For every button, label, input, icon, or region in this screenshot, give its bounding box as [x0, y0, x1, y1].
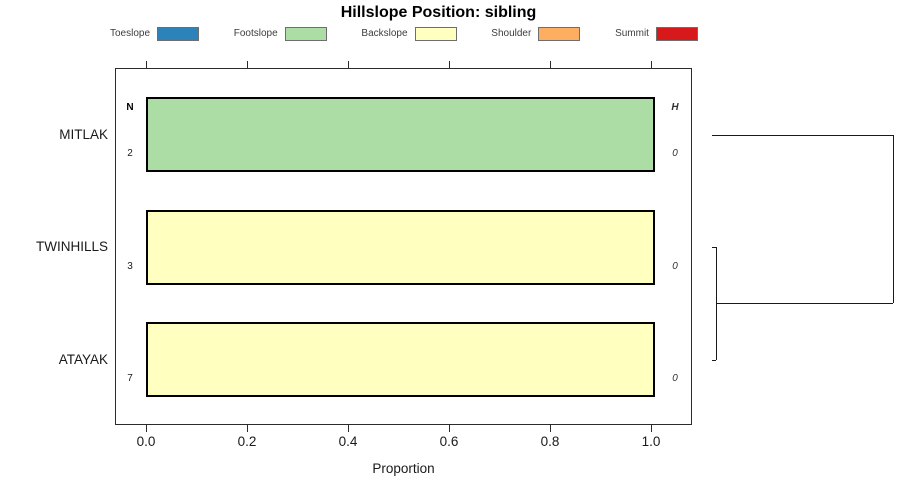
legend-item-summit: Summit: [615, 26, 698, 41]
row-label-mitlak: MITLAK: [59, 126, 108, 142]
legend-swatch-shoulder: [538, 26, 581, 41]
dendrogram-hline: [715, 303, 893, 305]
n-count-value: 3: [127, 260, 133, 272]
dendrogram-hline: [712, 134, 893, 136]
bar-segment-backslope: [146, 322, 655, 397]
x-axis-tick-label: 1.0: [641, 434, 661, 449]
x-axis-tick-top: [550, 61, 551, 68]
shannon-h-value: 0: [672, 148, 678, 159]
legend-item-footslope: Footslope: [233, 26, 327, 41]
row-label-atayak: ATAYAK: [58, 351, 108, 367]
x-axis-tick-bottom: [449, 425, 450, 432]
row-label-twinhills: TWINHILLS: [35, 239, 108, 254]
legend-swatch-backslope: [414, 26, 457, 41]
x-axis-tick-top: [146, 61, 147, 68]
legend-label: Summit: [615, 28, 649, 39]
legend-swatch-footslope: [284, 26, 327, 41]
legend-label: Footslope: [233, 28, 278, 39]
x-axis-tick-label: 0.8: [540, 434, 560, 449]
x-axis-tick-label: 0.6: [439, 434, 459, 449]
legend-label: Toeslope: [110, 28, 151, 39]
x-axis-tick-top: [348, 61, 349, 68]
bar-segment-backslope: [146, 209, 655, 285]
legend-item-backslope: Backslope: [361, 26, 457, 41]
x-axis-tick-bottom: [146, 425, 147, 432]
shannon-h-value: 0: [672, 260, 678, 272]
n-count-value: 2: [127, 148, 133, 159]
x-axis-tick-bottom: [651, 425, 652, 432]
x-axis-tick-label: 0.2: [237, 434, 257, 449]
n-column-header: N: [126, 102, 134, 113]
x-axis-tick-bottom: [247, 425, 248, 432]
dendrogram-hline: [712, 359, 716, 361]
legend-label: Backslope: [361, 28, 408, 39]
x-axis-tick-top: [247, 61, 248, 68]
x-axis-tick-top: [449, 61, 450, 68]
legend-swatch-summit: [655, 26, 698, 41]
x-axis-tick-label: 0.4: [338, 434, 358, 449]
h-column-header: H: [671, 102, 679, 113]
dendrogram-hline: [712, 247, 716, 248]
legend-item-shoulder: Shoulder: [491, 26, 581, 41]
shannon-h-value: 0: [672, 373, 678, 384]
legend: Toeslope Footslope Backslope Shoulder Summit: [110, 25, 698, 42]
x-axis-title: Proportion: [372, 461, 435, 476]
x-axis-tick-bottom: [348, 425, 349, 432]
bar-segment-footslope: [146, 97, 655, 172]
legend-label: Shoulder: [491, 28, 532, 39]
dendrogram-vline: [893, 134, 894, 304]
chart-title: Hillslope Position: sibling: [340, 4, 537, 21]
x-axis-tick-label: 0.0: [136, 434, 156, 449]
n-count-value: 7: [127, 373, 133, 384]
x-axis-tick-bottom: [550, 425, 551, 432]
legend-swatch-toeslope: [157, 26, 200, 41]
legend-item-toeslope: Toeslope: [110, 26, 200, 41]
x-axis-tick-top: [651, 61, 652, 68]
